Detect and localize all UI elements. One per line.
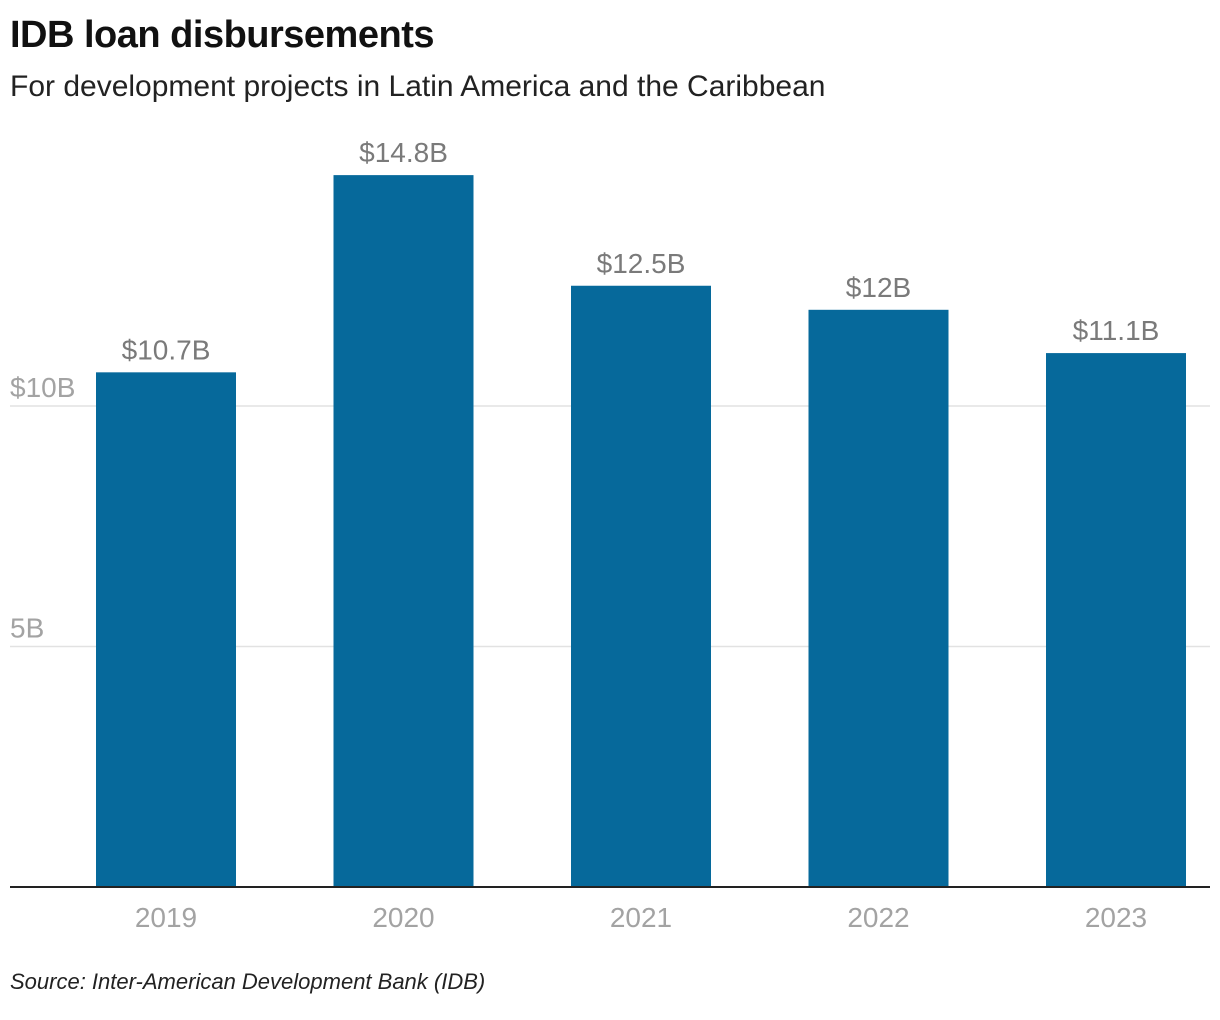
bar-chart: $10.7B $14.8B $12.5B $12B $11.1B 5B $10B 2019 2… [10,137,1210,933]
x-tick-label-2020: 2020 [372,902,434,933]
bar-2021 [571,285,711,887]
bars [96,175,1186,888]
value-label-2020: $14.8B [359,137,448,168]
value-labels: $10.7B $14.8B $12.5B $12B $11.1B [122,137,1160,365]
bar-2023 [1046,353,1186,888]
x-tick-label-2023: 2023 [1085,902,1147,933]
axes: 5B $10B 2019 2020 2021 2022 2023 [10,372,1210,933]
source-note: Source: Inter-American Development Bank … [10,969,486,994]
chart-title: IDB loan disbursements [10,14,434,56]
value-label-2023: $11.1B [1073,315,1160,346]
x-tick-label-2021: 2021 [610,902,672,933]
bar-2020 [333,175,474,887]
y-tick-label: $10B [10,372,75,403]
x-tick-label-2019: 2019 [135,902,197,933]
bar-2022 [808,309,949,887]
value-label-2021: $12.5B [597,248,686,279]
bar-2019 [96,372,236,888]
value-label-2019: $10.7B [122,334,211,365]
chart-subtitle: For development projects in Latin Americ… [10,70,826,103]
x-tick-label-2022: 2022 [847,902,909,933]
y-tick-label: 5B [10,613,44,644]
value-label-2022: $12B [846,272,911,303]
